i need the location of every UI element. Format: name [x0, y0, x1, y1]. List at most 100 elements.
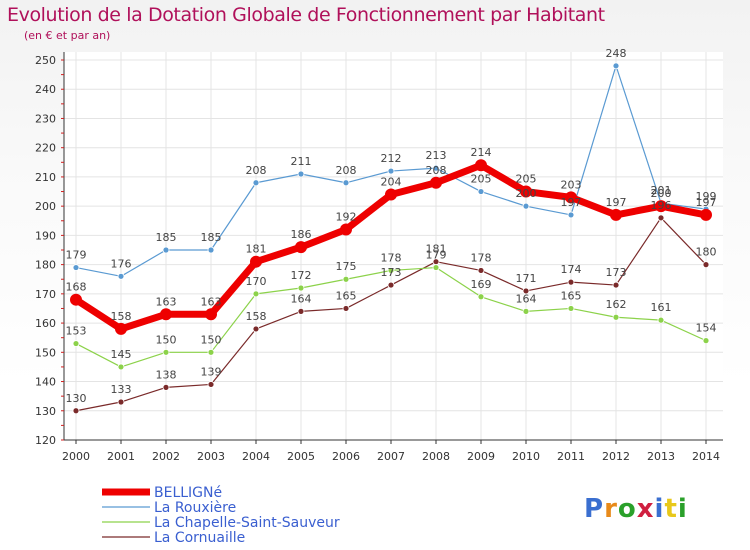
data-label: 186 [291, 228, 312, 241]
data-label: 197 [696, 196, 717, 209]
x-tick-label: 2010 [512, 450, 540, 463]
data-point [72, 407, 80, 415]
data-label: 203 [561, 178, 582, 191]
data-point [567, 211, 575, 219]
series-3 [72, 214, 710, 415]
data-label: 174 [561, 263, 582, 276]
data-point [612, 62, 620, 70]
data-point [655, 200, 667, 213]
data-label: 199 [696, 190, 717, 203]
data-point [117, 398, 125, 406]
data-point [520, 185, 532, 198]
logo-letter: i [677, 494, 688, 524]
data-label: 211 [291, 155, 312, 168]
data-label: 162 [606, 298, 627, 311]
data-label: 180 [696, 246, 717, 259]
data-label: 192 [336, 211, 357, 224]
data-point [205, 308, 217, 321]
data-label: 168 [66, 281, 87, 294]
data-label: 185 [201, 231, 222, 244]
y-tick-label: 130 [35, 405, 56, 418]
data-point [162, 348, 170, 356]
y-tick-label: 120 [35, 434, 56, 447]
data-label: 196 [651, 199, 672, 212]
data-point [297, 307, 305, 315]
data-point [72, 340, 80, 347]
x-tick-label: 2007 [377, 450, 405, 463]
data-point [477, 267, 485, 274]
data-point [252, 325, 260, 333]
x-tick-label: 2013 [647, 450, 675, 463]
data-point [387, 281, 395, 289]
data-point [477, 188, 485, 195]
y-tick-label: 150 [35, 346, 56, 359]
data-label: 179 [426, 249, 447, 262]
data-point [250, 255, 262, 268]
data-point [252, 179, 260, 187]
data-point [117, 272, 125, 280]
data-label: 214 [471, 146, 492, 159]
x-tick-label: 2001 [107, 450, 135, 463]
data-point [295, 241, 307, 254]
data-label: 165 [561, 289, 582, 302]
data-point [565, 191, 577, 204]
x-tick-label: 2014 [692, 450, 720, 463]
data-point [207, 348, 215, 356]
data-point [297, 170, 305, 178]
data-label: 178 [471, 251, 492, 264]
data-label: 208 [246, 164, 267, 177]
y-tick-label: 230 [35, 112, 56, 125]
x-tick-label: 2004 [242, 450, 270, 463]
y-tick-label: 210 [35, 171, 56, 184]
data-point [567, 305, 575, 312]
data-label: 185 [156, 231, 177, 244]
data-label: 139 [201, 365, 222, 378]
data-point [657, 316, 665, 324]
labels-2: 153 145 150 150 170 172 175 178 179 169 164 165 162 1… [66, 249, 717, 361]
data-label: 164 [516, 292, 537, 305]
legend-label: La Cornuaille [154, 530, 245, 546]
data-point [387, 167, 395, 175]
data-point [385, 188, 397, 201]
data-point [160, 308, 172, 321]
x-tick-label: 2008 [422, 450, 450, 463]
x-tick-label: 2005 [287, 450, 315, 463]
y-tick-label: 140 [35, 376, 56, 389]
data-label: 164 [291, 292, 312, 305]
data-label: 173 [381, 266, 402, 279]
legend-label: BELLIGNé [154, 485, 222, 501]
logo-letter: x [636, 494, 655, 524]
data-point [70, 293, 82, 306]
data-label: 208 [336, 164, 357, 177]
logo-letter: r [604, 494, 618, 524]
logo-letter: o [617, 494, 637, 524]
data-label: 163 [156, 295, 177, 308]
data-label: 163 [201, 295, 222, 308]
data-point [387, 267, 395, 274]
data-label: 169 [471, 278, 492, 291]
data-label: 181 [426, 243, 447, 256]
data-label: 173 [606, 266, 627, 279]
data-label: 179 [66, 249, 87, 262]
data-label: 178 [381, 251, 402, 264]
data-point [522, 287, 530, 295]
data-label: 172 [291, 269, 312, 282]
x-tick-label: 2002 [152, 450, 180, 463]
data-label: 171 [516, 272, 537, 285]
data-point [700, 208, 712, 221]
data-label: 170 [246, 275, 267, 288]
data-label: 201 [651, 184, 672, 197]
data-point [117, 363, 125, 371]
data-point [72, 264, 80, 271]
y-tick-label: 170 [35, 288, 56, 301]
logo-letter: P [584, 494, 605, 524]
data-point [610, 208, 622, 221]
data-point [477, 293, 485, 301]
y-tick-label: 250 [35, 54, 56, 67]
y-tick-label: 180 [35, 259, 56, 272]
data-label: 204 [381, 175, 402, 188]
y-tick-label: 200 [35, 200, 56, 213]
